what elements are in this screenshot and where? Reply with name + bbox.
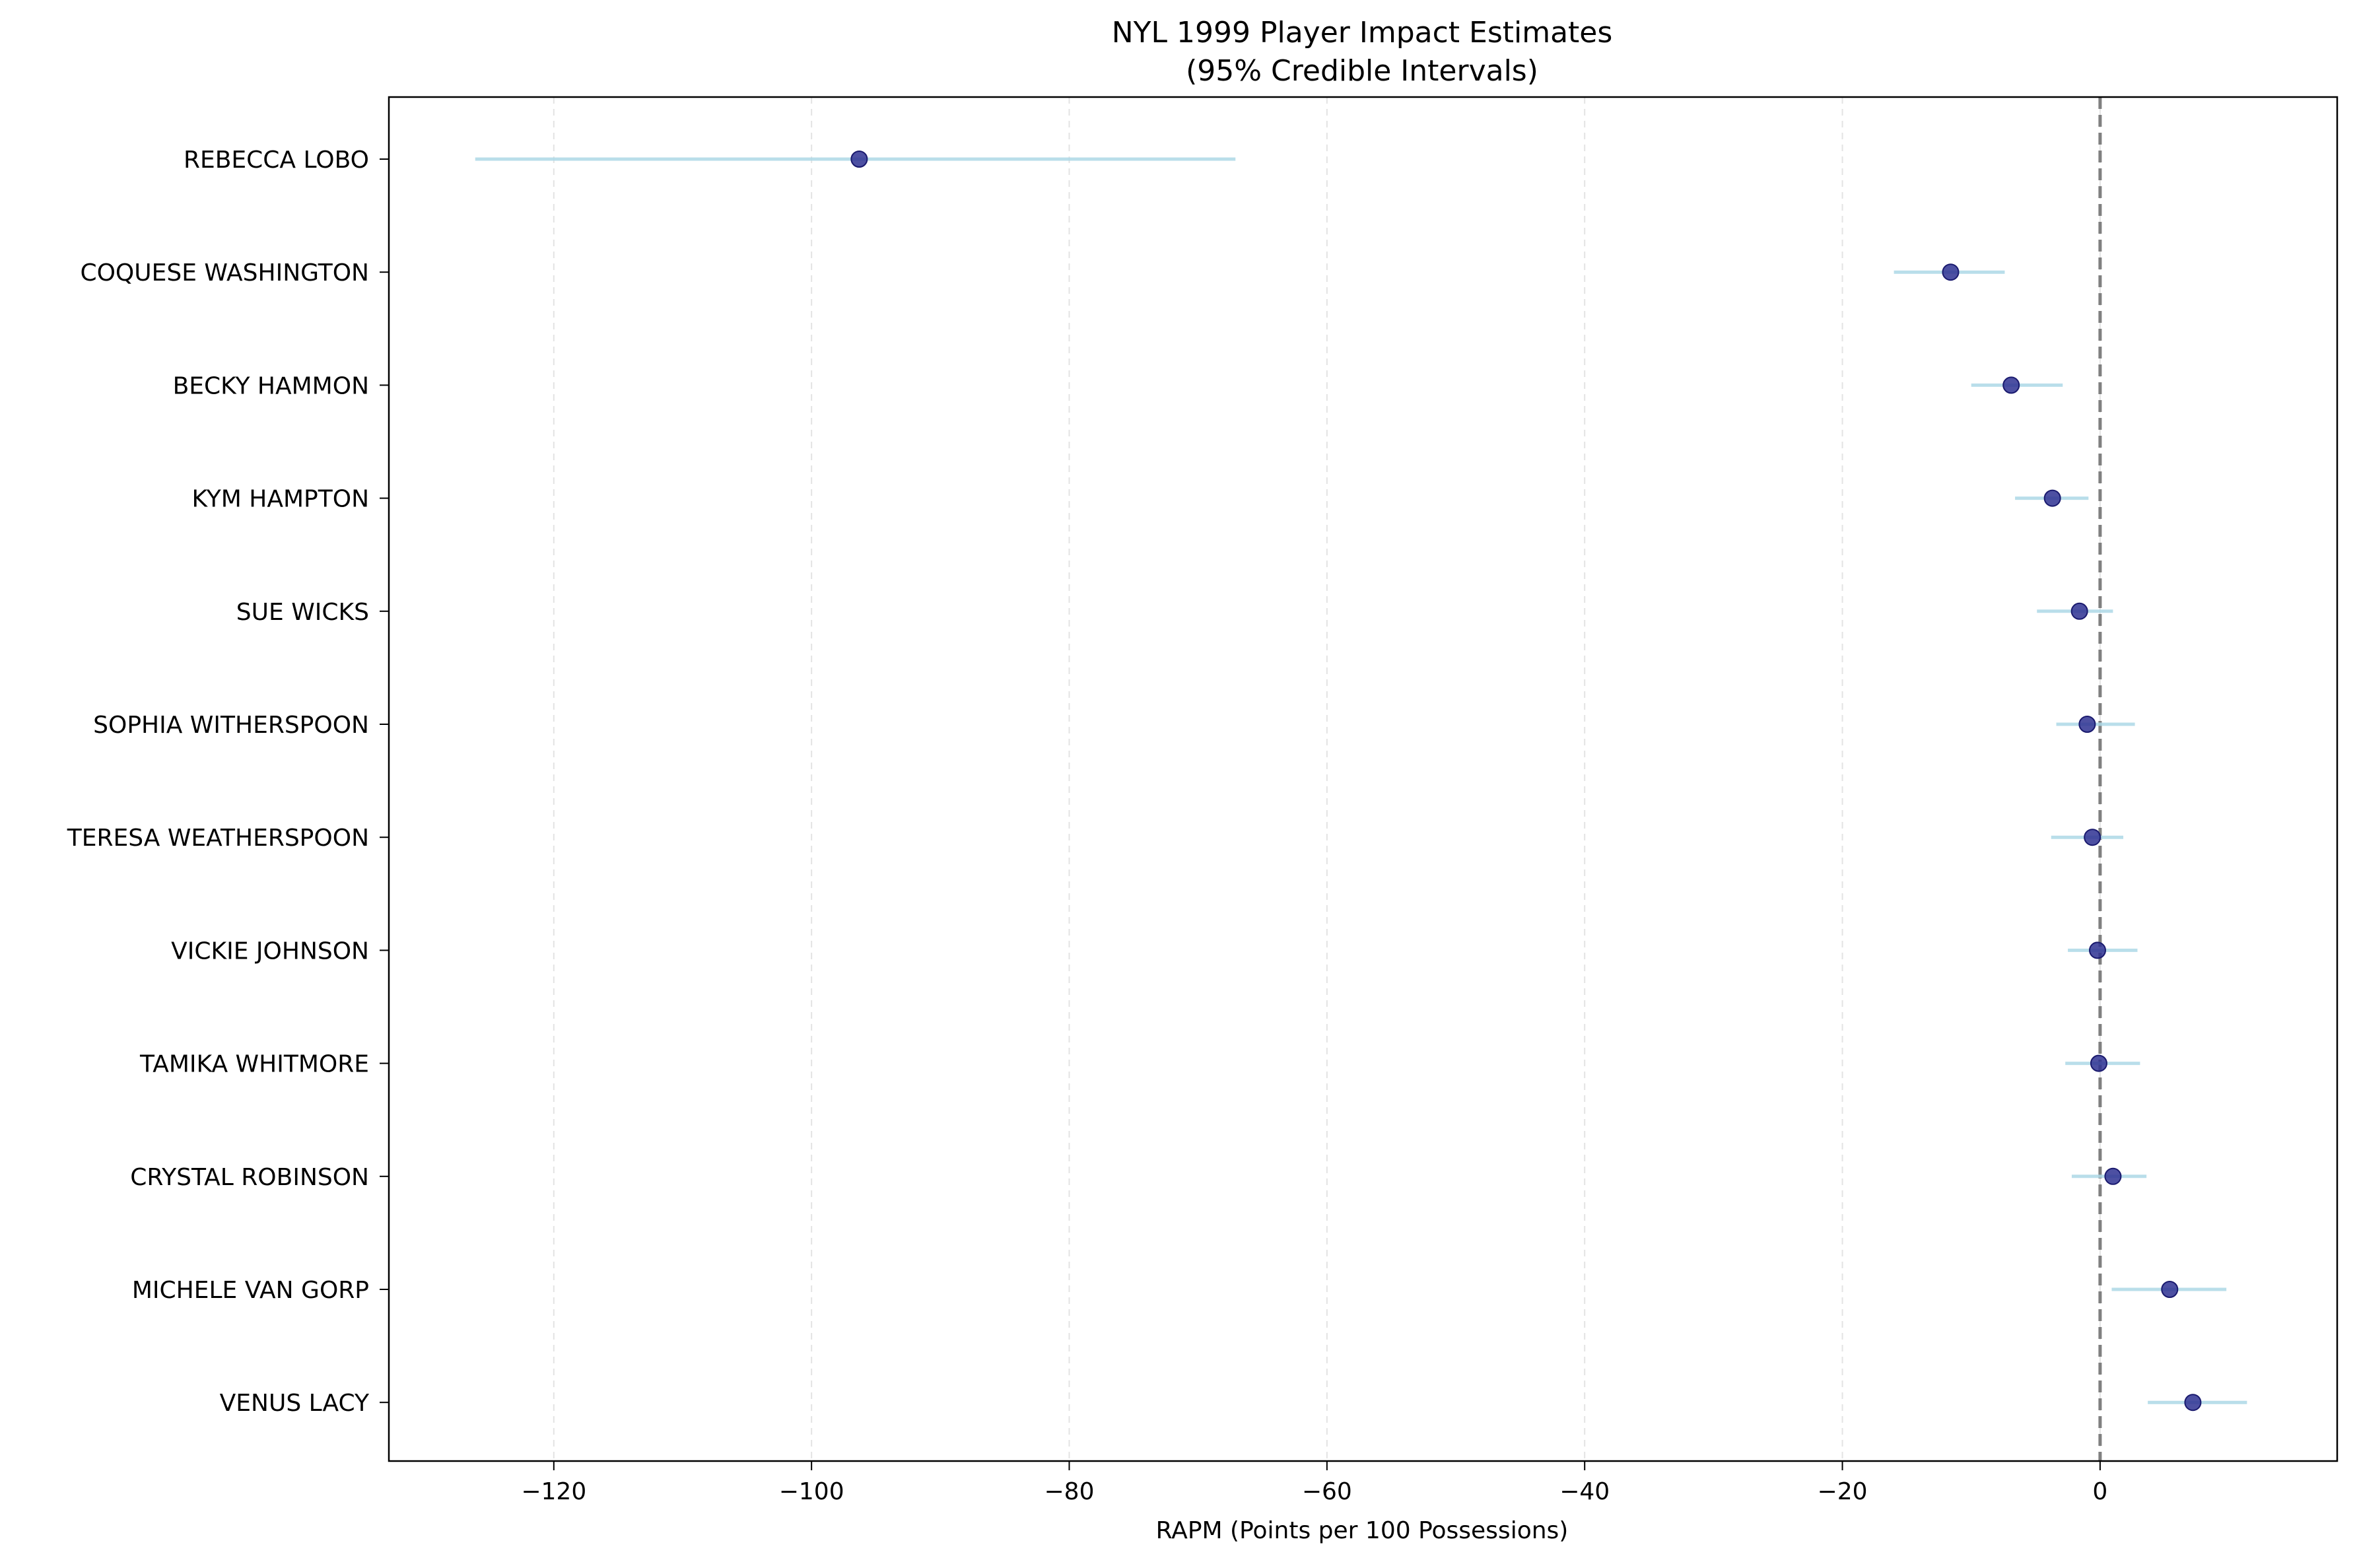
x-axis-label: RAPM (Points per 100 Possessions) <box>1156 1517 1569 1544</box>
estimate-point <box>850 151 868 168</box>
y-axis-ticks: REBECCA LOBO COQUESE WASHINGTON BECKY HAMM… <box>67 147 389 1417</box>
y-tick-label: TAMIKA WHITMORE <box>139 1051 369 1078</box>
estimate-point <box>2161 1281 2179 1298</box>
y-tick-label: TERESA WEATHERSPOON <box>67 825 369 852</box>
chart-subtitle: (95% Credible Intervals) <box>1186 54 1538 88</box>
estimate-point <box>2078 716 2096 733</box>
y-tick-label: VICKIE JOHNSON <box>171 937 369 965</box>
estimate-point <box>2090 1054 2107 1072</box>
grid-lines <box>553 97 2101 1461</box>
x-axis-ticks: −120 −100 −80 −60 −40 −20 0 <box>521 1461 2107 1505</box>
estimate-point <box>2088 941 2106 959</box>
x-tick-label: −20 <box>1818 1478 1868 1505</box>
estimate-point <box>2084 829 2101 846</box>
y-tick-label: SUE WICKS <box>236 599 369 626</box>
x-tick-label: 0 <box>2092 1478 2107 1505</box>
x-tick-label: −40 <box>1559 1478 1610 1505</box>
y-tick-label: VENUS LACY <box>220 1390 370 1417</box>
y-tick-label: REBECCA LOBO <box>184 147 369 174</box>
x-tick-label: −120 <box>521 1478 586 1505</box>
x-tick-label: −100 <box>779 1478 844 1505</box>
y-tick-label: KYM HAMPTON <box>191 486 369 513</box>
estimate-points <box>850 151 2202 1412</box>
estimate-point <box>2002 376 2020 394</box>
credible-intervals <box>475 157 2247 1404</box>
y-tick-label: SOPHIA WITHERSPOON <box>93 712 369 739</box>
estimate-point <box>2070 602 2088 620</box>
estimate-point <box>2184 1394 2202 1412</box>
y-tick-label: MICHELE VAN GORP <box>132 1277 369 1304</box>
y-tick-label: BECKY HAMMON <box>173 372 369 399</box>
estimate-point <box>2104 1167 2122 1185</box>
x-tick-label: −80 <box>1044 1478 1095 1505</box>
chart-title: NYL 1999 Player Impact Estimates <box>1112 16 1613 50</box>
x-tick-label: −60 <box>1302 1478 1352 1505</box>
plot-area-frame <box>388 96 2339 1462</box>
y-tick-label: COQUESE WASHINGTON <box>80 259 369 287</box>
estimate-point <box>2043 489 2061 507</box>
y-tick-label: CRYSTAL ROBINSON <box>130 1164 369 1191</box>
estimate-point <box>1942 263 1960 281</box>
